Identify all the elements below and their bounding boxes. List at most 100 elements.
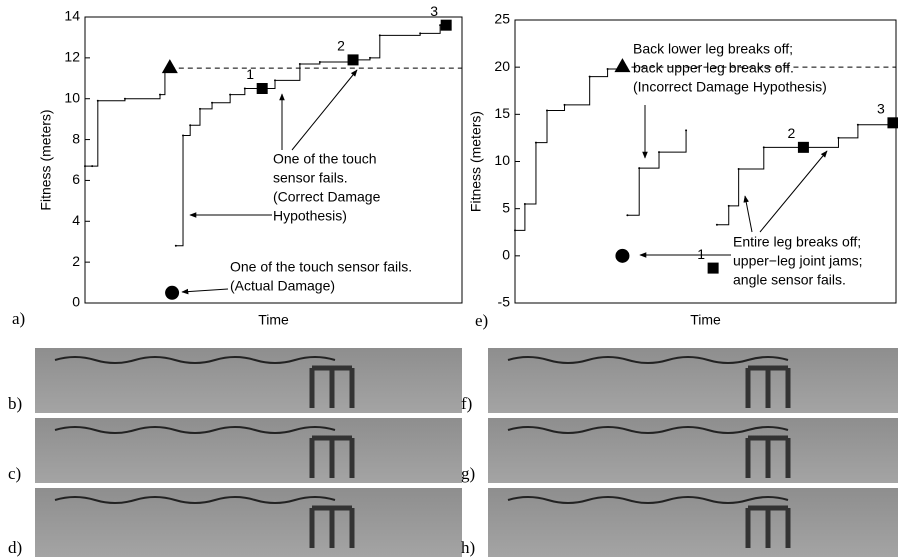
marker-label: 2: [337, 38, 345, 54]
triangle-marker: [161, 59, 178, 74]
y-tick-label: 5: [502, 199, 510, 215]
sample-dot: [84, 165, 86, 168]
y-tick-label: 10: [494, 152, 510, 168]
y-tick-label: 14: [64, 8, 80, 24]
annotation-arrow: [743, 195, 753, 233]
annotation: Back lower leg breaks off;: [633, 41, 793, 57]
y-tick-label: 20: [494, 58, 510, 74]
sample-dot: [189, 124, 192, 127]
y-tick-label: -5: [498, 294, 511, 310]
sample-dot: [626, 214, 629, 217]
sample-dot: [419, 32, 422, 35]
annotation-arrow: [759, 150, 828, 233]
sample-dot: [439, 24, 442, 27]
panel-label: c): [8, 464, 21, 483]
annotation: back upper leg breaks off.: [633, 60, 794, 76]
annotation: Entire leg breaks off;: [733, 234, 861, 250]
annotation-arrow: [291, 69, 358, 151]
robot-trajectory: [507, 356, 789, 364]
y-tick-label: 6: [72, 171, 80, 187]
sample-dot: [174, 244, 177, 247]
plot-frame: [84, 16, 463, 304]
robot-trajectory: [54, 496, 336, 504]
sample-dot: [318, 60, 321, 63]
annotation: Hypothesis): [273, 208, 347, 224]
panel-label: e): [475, 311, 488, 330]
sample-dot: [685, 129, 688, 132]
robot: [309, 435, 355, 478]
sample-dot: [198, 107, 201, 110]
y-axis-label: Fitness (meters): [38, 109, 54, 210]
robot-trajectory: [507, 496, 789, 504]
marker-label: 2: [788, 125, 796, 141]
sample-dot: [837, 136, 840, 139]
simulation-frame: [488, 488, 898, 557]
sample-dot: [274, 79, 277, 82]
y-tick-label: 8: [72, 130, 80, 146]
sample-dot: [211, 101, 214, 104]
annotation: One of the touch: [273, 151, 377, 167]
robot-trajectory: [54, 426, 336, 434]
triangle-marker: [614, 58, 631, 73]
chart: -5 0 5 10 15 20 25 Time Fitness (meters) e) 1 2 3 Bac…: [468, 11, 898, 330]
annotation: One of the touch sensor fails.: [230, 259, 412, 275]
marker-label: 1: [697, 246, 705, 262]
sample-dot: [229, 93, 232, 96]
simulation-frame: [488, 418, 898, 483]
sample-dot: [369, 56, 372, 59]
sample-dot: [298, 62, 301, 65]
sample-dot: [715, 223, 718, 226]
sample-dot: [737, 168, 740, 171]
simulation-frame: [488, 348, 898, 413]
fitness-line: [85, 68, 171, 167]
x-axis-label: Time: [690, 312, 721, 328]
sample-dot: [91, 165, 94, 168]
simulation-frame: [35, 488, 462, 557]
circle-marker: [165, 285, 180, 300]
annotation: (Actual Damage): [230, 278, 335, 294]
sample-dot: [514, 229, 516, 232]
annotation: sensor fails.: [273, 170, 348, 186]
panel-label: g): [461, 464, 475, 483]
sample-dot: [534, 141, 537, 144]
sample-dot: [182, 134, 185, 137]
annotation: upper−leg joint jams;: [733, 253, 863, 269]
panel-label: b): [8, 394, 22, 413]
panel-label: a): [12, 309, 25, 328]
circle-marker: [615, 248, 630, 263]
square-marker: [707, 262, 719, 274]
fitness-line: [627, 130, 687, 216]
robot: [309, 365, 355, 408]
y-tick-label: 25: [494, 11, 510, 27]
square-marker: [797, 141, 809, 153]
sample-dot: [378, 34, 381, 37]
sample-dot: [762, 146, 765, 149]
annotation: (Incorrect Damage Hypothesis): [633, 79, 827, 95]
marker-label: 3: [877, 101, 885, 117]
robot: [745, 365, 791, 408]
annotation: (Correct Damage: [273, 189, 381, 205]
marker-label: 1: [246, 66, 254, 82]
sample-dot: [546, 109, 549, 112]
square-marker: [440, 19, 452, 31]
fitness-line: [716, 122, 894, 226]
fitness-line: [515, 67, 623, 231]
panel-label: f): [461, 394, 472, 413]
square-marker: [256, 83, 268, 94]
robot: [745, 435, 791, 478]
y-tick-label: 4: [72, 212, 80, 228]
robot-trajectory: [54, 356, 336, 364]
sample-dot: [159, 93, 162, 96]
y-tick-label: 12: [64, 49, 80, 65]
sample-dot: [727, 204, 730, 207]
square-marker: [347, 54, 359, 66]
robot-trajectory: [507, 426, 789, 434]
panel-label: d): [8, 538, 22, 557]
y-tick-label: 0: [502, 247, 510, 263]
sample-dot: [523, 202, 526, 205]
y-tick-label: 15: [494, 105, 510, 121]
sample-dot: [123, 97, 126, 100]
sample-dot: [563, 103, 566, 106]
